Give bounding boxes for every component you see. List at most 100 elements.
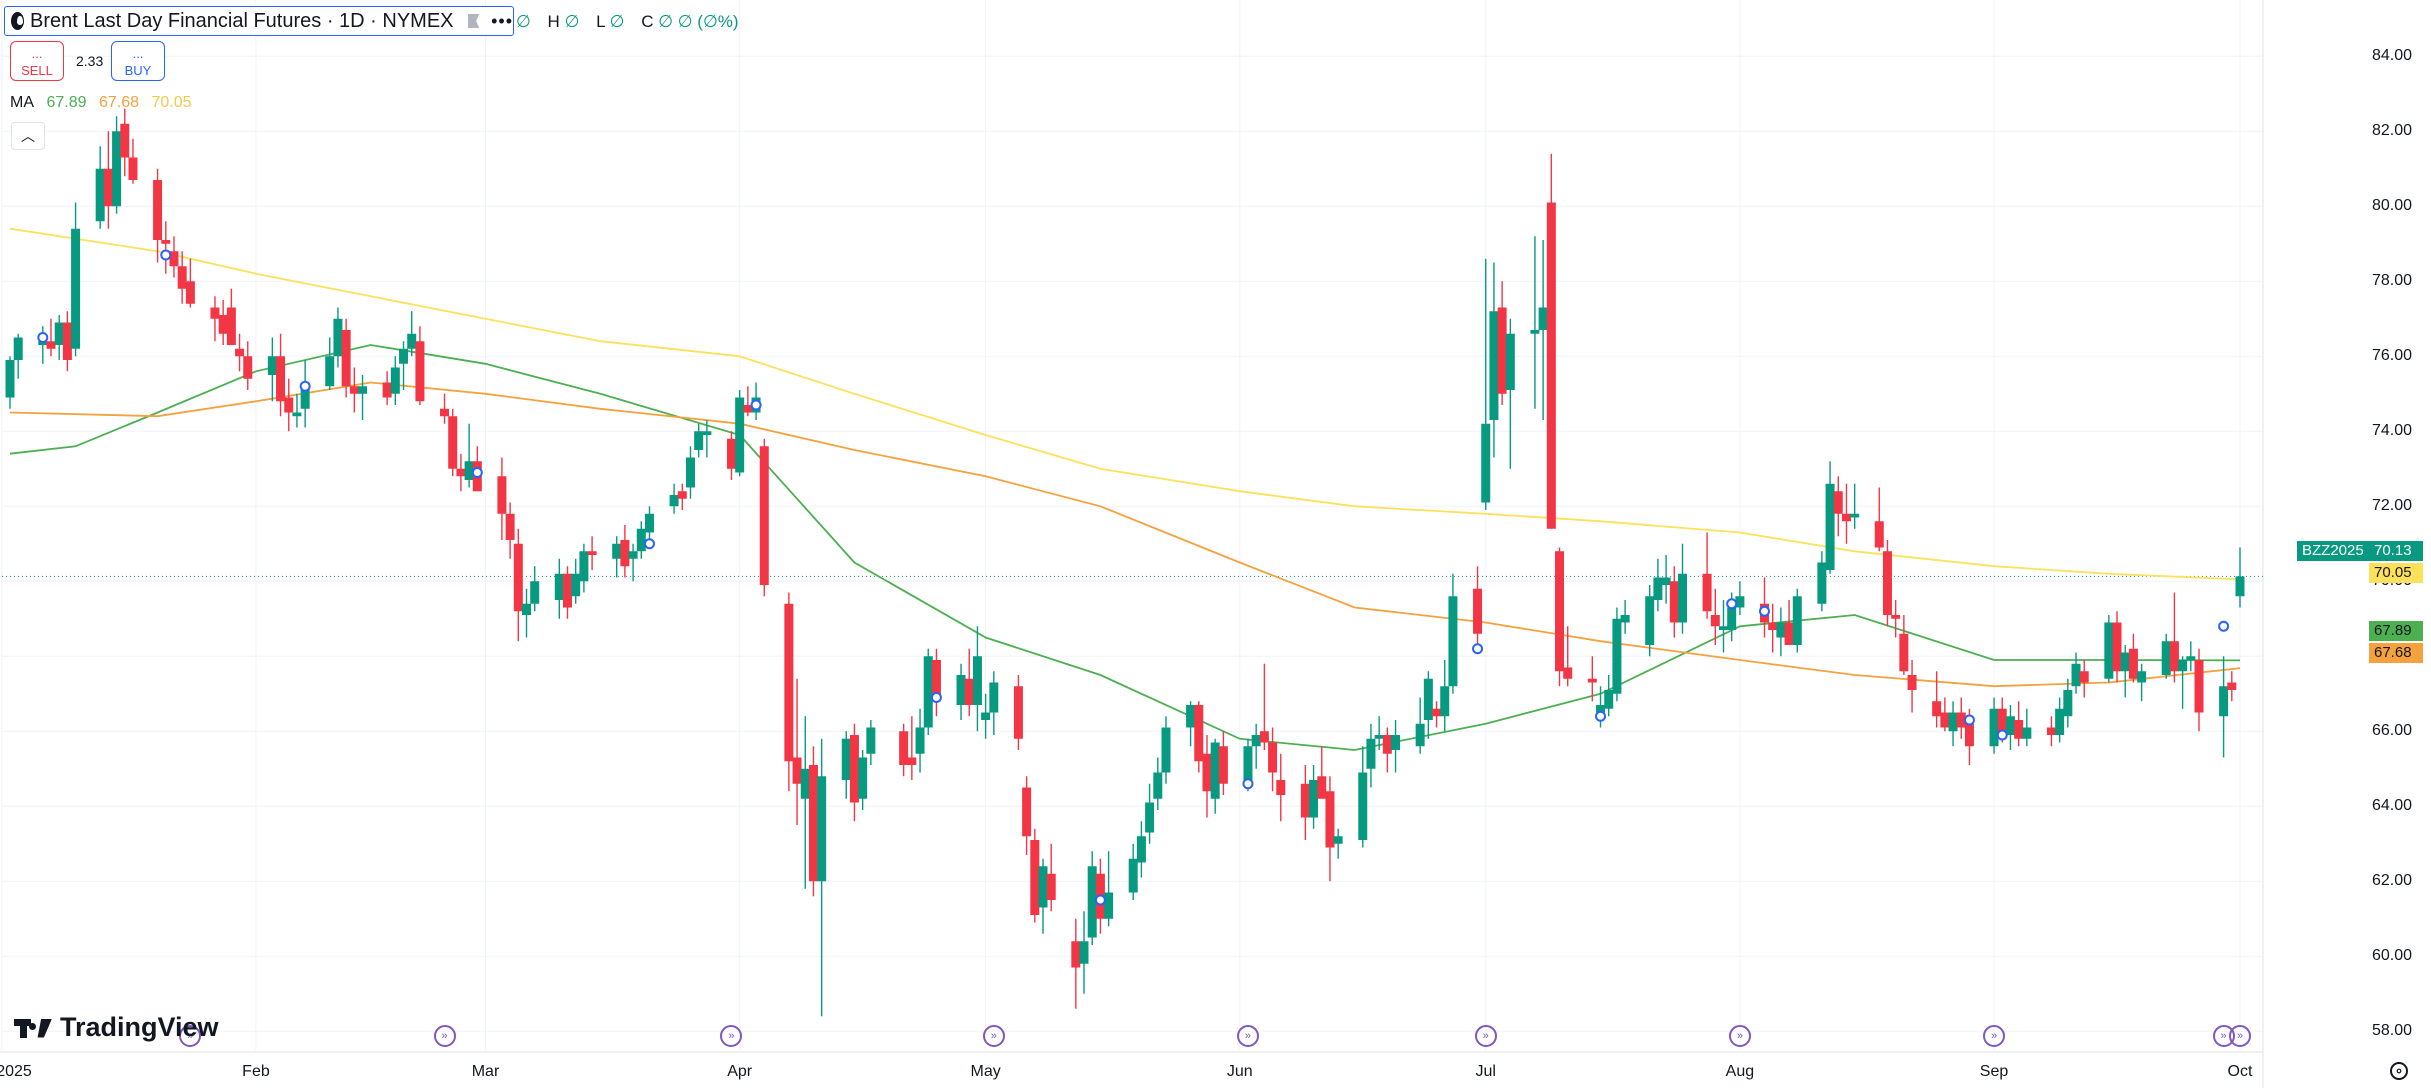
candle-body [1645, 596, 1655, 645]
candle-body [1546, 202, 1556, 529]
candle-body [1136, 836, 1146, 863]
ma-legend[interactable]: MA 67.89 67.68 70.05 [10, 94, 200, 112]
candle-body [915, 727, 925, 754]
nav-arrow-icon[interactable]: » [179, 1025, 202, 1047]
nav-arrow-icon[interactable]: » [720, 1025, 743, 1047]
price-tick-label: 78.00 [2372, 272, 2413, 290]
time-tick-label: Jul [1475, 1063, 1496, 1080]
price-tick-label: 66.00 [2372, 722, 2413, 740]
gear-icon[interactable] [2390, 1062, 2408, 1080]
candle-body [1776, 622, 1786, 638]
ohlc-values: ∅ H ∅ L ∅ C ∅ ∅ (∅%) [516, 12, 751, 32]
sell-price: ... [31, 46, 43, 61]
candle-body [1423, 678, 1433, 720]
ma-mid-value: 67.68 [98, 94, 139, 111]
event-marker [1726, 598, 1738, 610]
candle-body [849, 735, 859, 803]
event-marker [160, 249, 172, 261]
candle-body [2014, 720, 2024, 739]
nav-arrow-icon[interactable]: » [2229, 1025, 2251, 1047]
flag-icon[interactable] [467, 14, 480, 28]
nav-arrow-icon[interactable]: » [982, 1025, 1005, 1047]
candle-body [464, 461, 474, 480]
nav-arrow-icon[interactable]: » [1474, 1025, 1497, 1047]
time-tick-label: May [970, 1063, 1001, 1080]
candle-body [2219, 686, 2229, 717]
ohlc-low-key: L [596, 12, 605, 31]
candle-body [989, 682, 999, 713]
candle-body [1833, 491, 1843, 514]
candle-body [1940, 712, 1950, 728]
more-horizontal-icon[interactable]: ••• [491, 10, 513, 31]
moving-average-line [9, 381, 2241, 688]
candle-body [1817, 562, 1827, 604]
nav-arrow-icon[interactable]: » [1983, 1025, 2006, 1047]
candle-body [1251, 735, 1261, 747]
symbol-title[interactable]: Brent Last Day Financial Futures · 1D · … [30, 9, 454, 32]
candle-body [612, 543, 622, 559]
candle-body [407, 333, 417, 349]
candle-body [1243, 746, 1253, 784]
tradingview-logo-icon [14, 1017, 52, 1039]
symbol-badge: BZZ2025 [2297, 541, 2369, 561]
candle-body [1653, 577, 1663, 600]
candle-body [1333, 836, 1343, 844]
ohlc-close-key: C [641, 12, 654, 31]
candle-body [1300, 783, 1310, 818]
candle-body [243, 356, 253, 379]
candle-body [571, 573, 581, 597]
candle-body [677, 491, 687, 499]
candle-body [62, 322, 72, 360]
candle-body [1825, 483, 1835, 570]
nav-arrow-icon[interactable]: » [1728, 1025, 1751, 1047]
candle-body [2079, 671, 2089, 683]
candle-body [1145, 802, 1155, 833]
candle-body [1948, 712, 1958, 732]
symbol-legend[interactable]: Brent Last Day Financial Futures · 1D · … [4, 6, 514, 36]
candle-body [1891, 615, 1901, 619]
sell-button[interactable]: ... SELL [10, 41, 64, 81]
candle-body [1989, 708, 1999, 747]
nav-arrow-icon[interactable]: » [1236, 1025, 1259, 1047]
tradingview-logo[interactable]: TradingView [14, 1012, 219, 1043]
candle-body [1128, 858, 1138, 893]
candle-body [1669, 581, 1679, 623]
candle-body [1620, 615, 1630, 623]
candle-body [2112, 622, 2122, 672]
candle-body [2063, 690, 2073, 717]
buy-label: BUY [124, 63, 152, 78]
candle-body [235, 348, 245, 357]
candle-body [1030, 840, 1040, 915]
buy-button[interactable]: ... BUY [111, 41, 165, 81]
candle-body [628, 551, 638, 559]
price-tick-label: 80.00 [2372, 197, 2413, 215]
candle-body [325, 356, 335, 387]
candle-body [522, 603, 532, 615]
candle-body [694, 431, 704, 450]
candle-body [636, 528, 646, 552]
candle-body [1792, 596, 1802, 645]
candle-body [1186, 705, 1196, 728]
time-tick-label: Oct [2227, 1063, 2253, 1080]
candle-body [226, 307, 236, 345]
price-tick-label: 64.00 [2372, 797, 2413, 815]
candle-body [153, 180, 163, 240]
candle-body [2128, 648, 2138, 679]
nav-arrow-icon[interactable]: » [433, 1025, 456, 1047]
candle-body [185, 281, 195, 304]
candle-body [1587, 678, 1597, 683]
event-marker [1595, 710, 1607, 722]
candle-body [1784, 622, 1794, 645]
event-marker [1242, 778, 1254, 790]
candle-body [1538, 307, 1548, 330]
candle-body [1899, 633, 1909, 672]
candle-body [792, 757, 802, 784]
candle-body [1489, 311, 1499, 420]
candle-body [1374, 735, 1384, 739]
collapse-legend-button[interactable]: ︿ [11, 122, 45, 150]
candle-body [1210, 742, 1220, 799]
ohlc-open-value: ∅ [516, 12, 531, 31]
candle-body [1325, 791, 1335, 848]
candle-body [2235, 576, 2245, 597]
